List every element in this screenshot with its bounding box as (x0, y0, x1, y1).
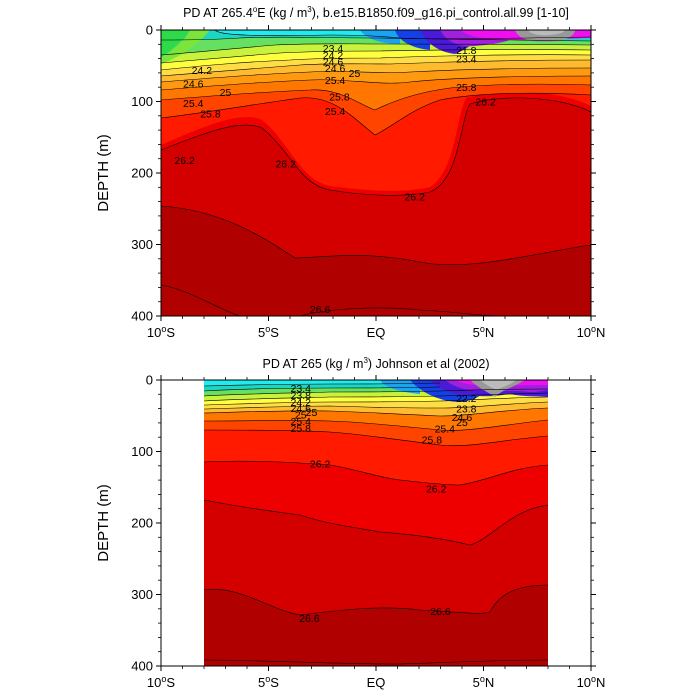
contour-label: 25.4 (435, 424, 456, 436)
contour-label: 24.6 (452, 412, 473, 424)
contour-label: 25.8 (329, 91, 350, 103)
contour-label: 25.8 (200, 109, 221, 121)
contour-label: 26.2 (310, 459, 331, 471)
y-axis-label: DEPTH (m) (95, 484, 112, 562)
y-axis: 0 100 200 300 400 (131, 373, 596, 674)
contour-label: 25.8 (291, 423, 312, 435)
contour-label: 25 (220, 87, 232, 99)
contour-label: 21.8 (456, 45, 477, 57)
contour-label: 23.8 (456, 404, 477, 416)
contour-label: 26.6 (430, 606, 451, 618)
contour-label: 23.4 (291, 383, 312, 395)
contour-label: 24.2 (192, 65, 213, 77)
x-axis: 10oS 5oS EQ 5oN 10oN (147, 375, 606, 690)
density-band-lightgreen (161, 30, 210, 64)
contour-label: 25.4 (291, 416, 312, 428)
contour-label: 25 (295, 409, 307, 421)
x-tick-label: 5oN (473, 324, 495, 340)
y-axis: 0 100 200 300 400 (131, 23, 596, 324)
x-tick-label: 5oN (473, 674, 495, 690)
panel-title: PD AT 265 (kg / m3) Johnson et al (2002) (262, 356, 489, 371)
contour-label: 24.2 (291, 397, 312, 409)
y-tick-label: 400 (131, 659, 153, 674)
data-region (203, 380, 549, 666)
panel-observations: PD AT 265 (kg / m3) Johnson et al (2002) (95, 356, 605, 690)
contour-label: 22.2 (456, 393, 477, 405)
contour-label: 26.2 (404, 192, 425, 204)
contour-label: 24.6 (183, 79, 204, 91)
contour-field (161, 30, 591, 316)
density-band-22.2 (395, 30, 430, 50)
y-tick-label: 200 (131, 516, 153, 531)
y-tick-label: 300 (131, 587, 153, 602)
contour-label: 25.4 (325, 106, 346, 118)
contour-label: 24.6 (291, 403, 312, 415)
panel-model: PD AT 265.4oE (kg / m3), b.e15.B1850.f09… (95, 5, 605, 340)
contour-lines (161, 30, 591, 316)
y-tick-label: 100 (131, 94, 153, 109)
contour-label: 24.2 (323, 50, 344, 62)
contour-labels: 23.423.824.224.6252525.425.822.223.824.6… (291, 383, 477, 625)
x-tick-label: 5oS (258, 324, 279, 340)
contour-label: 25.8 (422, 434, 443, 446)
contour-label: 26.2 (475, 97, 496, 109)
contour-label: 25.8 (456, 82, 477, 94)
x-tick-label: EQ (367, 325, 386, 340)
contour-label: 25 (456, 417, 468, 429)
contour-label: 24.6 (325, 63, 346, 75)
x-tick-label: 10oN (577, 324, 606, 340)
contour-label: 23.4 (456, 54, 477, 66)
x-tick-label: 5oS (258, 674, 279, 690)
contour-label: 25.4 (183, 98, 204, 110)
x-tick-label: 10oS (147, 674, 175, 690)
contour-label: 26.2 (174, 155, 195, 167)
y-axis-label: DEPTH (m) (95, 134, 112, 212)
contour-label: 26.6 (299, 613, 320, 625)
contour-label: 26.6 (310, 304, 331, 316)
x-tick-label: EQ (367, 675, 386, 690)
contour-lines (203, 382, 549, 665)
density-band-22.6 (360, 30, 400, 44)
y-tick-label: 100 (131, 444, 153, 459)
y-tick-label: 300 (131, 237, 153, 252)
panel-title: PD AT 265.4oE (kg / m3), b.e15.B1850.f09… (183, 5, 569, 20)
y-tick-label: 400 (131, 309, 153, 324)
y-tick-label: 0 (146, 23, 153, 38)
contour-field (161, 380, 591, 666)
contour-label: 23.8 (291, 390, 312, 402)
x-tick-label: 10oS (147, 324, 175, 340)
density-band-lightgray (528, 30, 565, 36)
contour-label: 25 (349, 68, 361, 80)
contour-label: 25.4 (325, 75, 346, 87)
contour-label: 26.2 (275, 159, 296, 171)
y-tick-label: 0 (146, 373, 153, 388)
contour-label: 25 (306, 407, 318, 419)
density-band-green (161, 30, 190, 58)
contour-label: 26.2 (426, 484, 447, 496)
density-band-lightgray (480, 380, 516, 390)
y-tick-label: 200 (131, 166, 153, 181)
x-axis: 10oS 5oS EQ 5oN 10oN (147, 25, 606, 340)
x-tick-label: 10oN (577, 674, 606, 690)
contour-label: 24.6 (323, 56, 344, 68)
contour-label: 23.4 (323, 43, 344, 55)
